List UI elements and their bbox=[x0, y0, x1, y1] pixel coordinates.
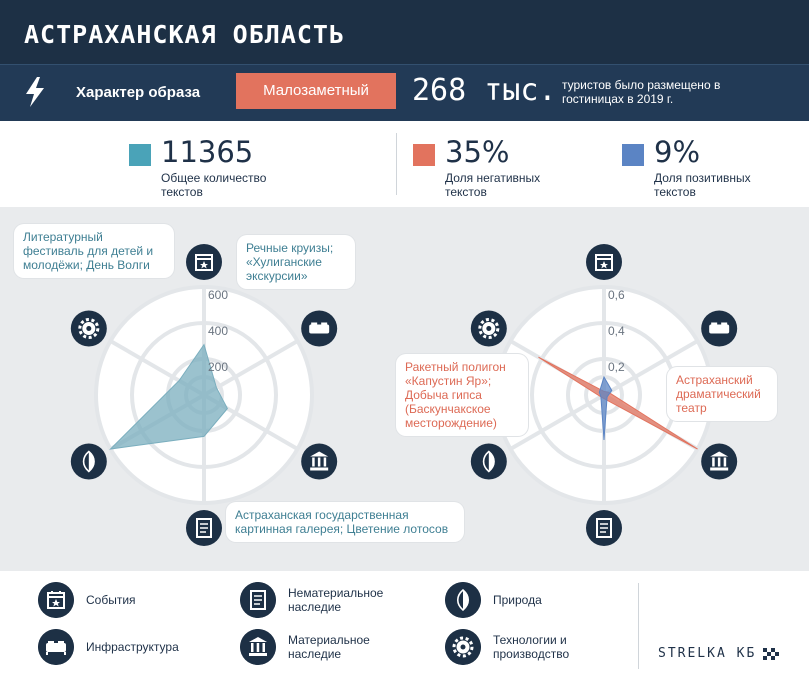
intangible-heritage-icon bbox=[186, 510, 222, 546]
stat-negative-swatch bbox=[413, 144, 435, 166]
radar-spoke bbox=[202, 339, 299, 397]
chart-area: 200 400 600 0,2 0,4 0,6 Литературный фестивал… bbox=[0, 207, 809, 571]
technology-icon bbox=[445, 629, 481, 665]
radar-tick-label: 0,2 bbox=[608, 360, 625, 374]
radar-chart-1: 200 400 600 bbox=[70, 244, 338, 546]
character-label: Характер образа bbox=[76, 84, 201, 101]
stat-total-swatch bbox=[129, 144, 151, 166]
nature-icon bbox=[470, 443, 507, 480]
radar-charts: 200 400 600 0,2 0,4 0,6 bbox=[70, 244, 738, 546]
legend-label-technology: Технологии и производство bbox=[493, 633, 570, 661]
lightning-icon bbox=[26, 77, 44, 107]
nature-icon bbox=[70, 443, 107, 480]
radar-tick-label: 600 bbox=[208, 288, 228, 302]
infrastructure-icon bbox=[301, 310, 338, 347]
tourists-text: туристов было размещено в гостиницах в 2… bbox=[562, 78, 721, 106]
brand-logo: STRELKA КБ bbox=[658, 646, 757, 661]
radar-tick-label: 0,4 bbox=[608, 324, 625, 338]
legend-label-events: События bbox=[86, 593, 136, 607]
legend-label-intangible: Нематериальное наследие bbox=[288, 586, 384, 614]
radar-spoke bbox=[603, 339, 699, 397]
radar-series-2 bbox=[598, 375, 613, 441]
tangible-heritage-icon bbox=[240, 629, 276, 665]
checker-icon bbox=[763, 648, 779, 660]
legend: События Инфраструктура Нематериальное на… bbox=[0, 571, 809, 680]
legend-label-nature: Природа bbox=[493, 593, 542, 607]
callout-technology-right: Ракетный полигон «Капустин Яр»; Добыча г… bbox=[396, 354, 528, 436]
stats-panel: 11365 Общее количество текстов 35% Доля … bbox=[0, 121, 809, 207]
radar-chart-2: 0,2 0,4 0,6 bbox=[470, 244, 738, 546]
technology-icon bbox=[470, 310, 507, 347]
events-icon bbox=[38, 582, 74, 618]
intangible-heritage-icon bbox=[240, 582, 276, 618]
radar-tick-label: 200 bbox=[208, 360, 228, 374]
events-icon bbox=[186, 244, 222, 280]
stat-positive-value: 9% bbox=[654, 135, 701, 169]
stat-negative-label: Доля негативных текстов bbox=[445, 171, 541, 199]
divider bbox=[396, 133, 397, 195]
tourists-number: 268 тыс. bbox=[412, 73, 557, 108]
radar-spoke bbox=[509, 393, 606, 451]
infrastructure-icon bbox=[38, 629, 74, 665]
stat-total-value: 11365 bbox=[161, 135, 254, 169]
character-badge: Малозаметный bbox=[236, 73, 396, 109]
tangible-heritage-icon bbox=[301, 443, 338, 480]
legend-label-tangible: Материальное наследие bbox=[288, 633, 370, 661]
radar-series-1 bbox=[109, 343, 228, 450]
tangible-heritage-icon bbox=[701, 443, 738, 480]
callout-events-left: Литературный фестиваль для детей и молод… bbox=[14, 224, 174, 278]
callout-infrastructure-left: Речные круизы; «Хулиганские экскурсии» bbox=[237, 235, 355, 289]
callout-tangible-right: Астраханский драматический театр bbox=[667, 367, 777, 421]
infrastructure-icon bbox=[701, 310, 738, 347]
radar-tick-label: 400 bbox=[208, 324, 228, 338]
technology-icon bbox=[70, 310, 107, 347]
nature-icon bbox=[445, 582, 481, 618]
callout-intangible-left: Астраханская государственная картинная г… bbox=[226, 502, 464, 542]
page-title: АСТРАХАНСКАЯ ОБЛАСТЬ bbox=[24, 20, 346, 49]
stat-negative-value: 35% bbox=[445, 135, 510, 169]
stat-total-label: Общее количество текстов bbox=[161, 171, 267, 199]
legend-label-infrastructure: Инфраструктура bbox=[86, 640, 179, 654]
events-icon bbox=[586, 244, 622, 280]
stat-positive-swatch bbox=[622, 144, 644, 166]
character-bar: Характер образа Малозаметный 268 тыс. ту… bbox=[0, 64, 809, 121]
header: АСТРАХАНСКАЯ ОБЛАСТЬ bbox=[0, 0, 809, 64]
divider bbox=[638, 583, 639, 669]
stat-positive-label: Доля позитивных текстов bbox=[654, 171, 751, 199]
radar-tick-label: 0,6 bbox=[608, 288, 625, 302]
intangible-heritage-icon bbox=[586, 510, 622, 546]
